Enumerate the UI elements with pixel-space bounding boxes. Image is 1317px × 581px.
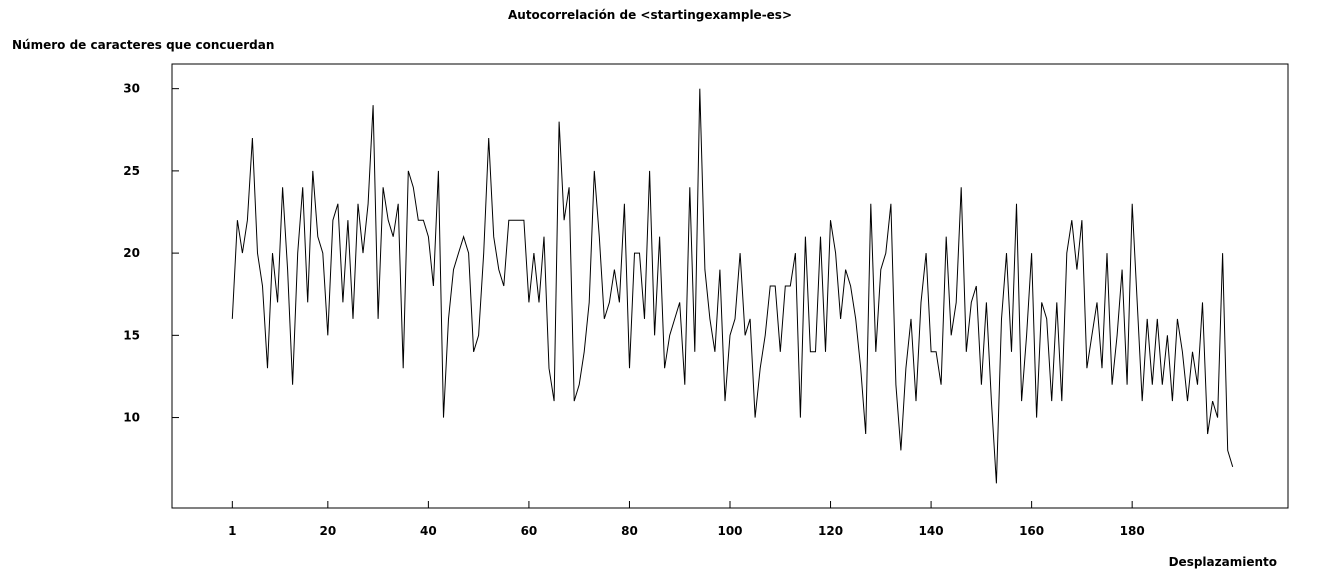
- autocorrelation-series-line: [231, 88, 1234, 484]
- y-tick-label: 10: [123, 411, 140, 425]
- y-tick-label: 20: [123, 246, 140, 260]
- y-axis-label: Número de caracteres que concuerdan: [12, 38, 274, 52]
- x-tick-label: 140: [919, 524, 944, 538]
- y-tick-label: 25: [123, 164, 140, 178]
- x-tick-label: 120: [818, 524, 843, 538]
- chart-title: Autocorrelación de <startingexample-es>: [508, 8, 792, 22]
- x-tick-label: 160: [1019, 524, 1044, 538]
- y-tick-label: 30: [123, 82, 140, 96]
- y-tick-label: 15: [123, 328, 140, 342]
- x-tick-label: 1: [228, 524, 236, 538]
- x-tick-label: 40: [420, 524, 437, 538]
- x-tick-label: 20: [319, 524, 336, 538]
- x-tick-label: 80: [621, 524, 638, 538]
- x-tick-label: 60: [521, 524, 538, 538]
- x-axis-ticks: 1 20 40 60 80 100 120 140 160 180: [228, 501, 1145, 538]
- x-tick-label: 180: [1120, 524, 1145, 538]
- x-tick-label: 100: [717, 524, 742, 538]
- x-axis-label: Desplazamiento: [1169, 555, 1277, 569]
- y-axis-ticks: 10 15 20 25 30: [123, 82, 179, 425]
